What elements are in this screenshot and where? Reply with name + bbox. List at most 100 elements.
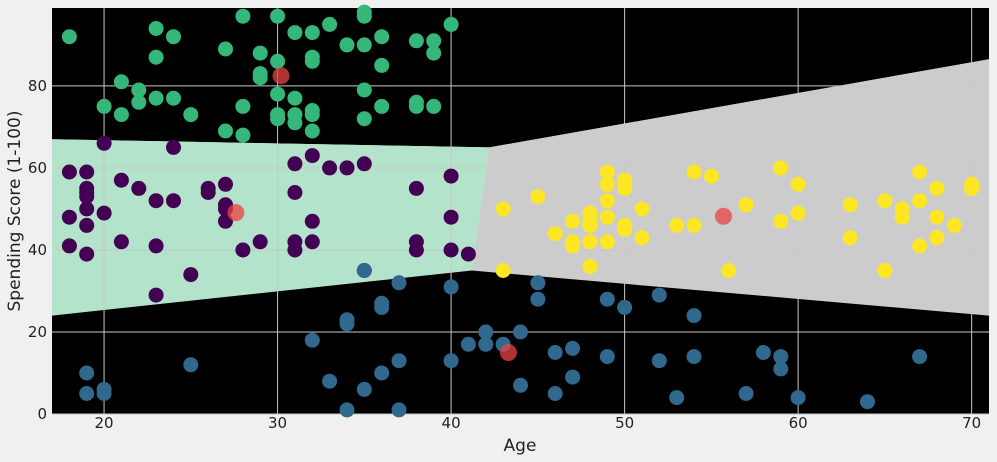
- point-older-mid: [582, 234, 598, 250]
- centroid-marker: [499, 344, 517, 361]
- point-low: [96, 386, 112, 401]
- point-older-mid: [582, 217, 598, 233]
- point-high: [322, 16, 338, 32]
- point-young-mid: [460, 246, 476, 262]
- point-young-mid: [408, 180, 424, 196]
- point-high: [339, 37, 355, 53]
- region-low: [52, 270, 989, 414]
- point-older-mid: [530, 189, 546, 205]
- point-young-mid: [79, 189, 95, 205]
- point-low: [443, 279, 459, 295]
- point-low: [339, 316, 355, 332]
- y-tick-label: 60: [28, 159, 47, 177]
- point-older-mid: [634, 230, 650, 246]
- point-low: [547, 386, 563, 401]
- point-high: [218, 123, 233, 139]
- point-young-mid: [235, 242, 251, 258]
- point-high: [113, 107, 129, 123]
- x-tick-label: 60: [789, 414, 808, 432]
- point-low: [460, 336, 476, 352]
- point-high: [356, 111, 372, 127]
- point-low: [183, 357, 199, 373]
- point-low: [478, 324, 494, 340]
- point-low: [513, 377, 528, 393]
- point-high: [270, 53, 286, 69]
- x-tick-label: 70: [962, 414, 981, 432]
- point-older-mid: [565, 213, 581, 229]
- point-low: [686, 349, 702, 365]
- point-older-mid: [773, 213, 789, 229]
- point-high: [304, 53, 320, 69]
- point-low: [599, 349, 615, 365]
- point-low: [860, 394, 875, 410]
- point-low: [443, 353, 459, 369]
- region-high: [52, 8, 989, 148]
- point-high: [426, 33, 442, 49]
- region-young-mid: [52, 139, 490, 316]
- point-older-mid: [877, 263, 893, 278]
- point-high: [426, 98, 442, 114]
- point-high: [270, 8, 286, 24]
- point-young-mid: [304, 213, 320, 229]
- point-young-mid: [61, 164, 77, 180]
- centroid-marker: [715, 207, 732, 225]
- point-older-mid: [617, 222, 633, 237]
- point-high: [235, 127, 251, 143]
- point-older-mid: [547, 226, 563, 242]
- data-points: [61, 4, 980, 418]
- point-high: [304, 123, 320, 139]
- point-low: [565, 340, 581, 356]
- point-older-mid: [495, 201, 511, 217]
- x-tick-label: 50: [615, 414, 634, 432]
- point-older-mid: [738, 197, 754, 213]
- point-older-mid: [582, 258, 598, 274]
- point-older-mid: [686, 164, 702, 180]
- point-young-mid: [79, 201, 95, 217]
- point-high: [96, 98, 112, 114]
- point-young-mid: [408, 242, 424, 258]
- point-low: [773, 361, 789, 377]
- y-tick-labels: 0 20 40 60 80: [28, 77, 47, 423]
- point-young-mid: [61, 209, 77, 225]
- point-high: [131, 94, 147, 110]
- point-young-mid: [356, 156, 372, 172]
- point-high: [374, 98, 390, 114]
- x-tick-label: 40: [442, 414, 461, 432]
- point-young-mid: [79, 246, 95, 262]
- point-young-mid: [113, 172, 129, 188]
- point-low: [322, 373, 338, 389]
- point-older-mid: [599, 234, 615, 250]
- point-high: [218, 41, 233, 57]
- point-low: [79, 386, 95, 401]
- point-young-mid: [148, 238, 164, 254]
- point-high: [304, 107, 320, 123]
- point-low: [374, 365, 390, 381]
- x-tick-label: 20: [95, 414, 114, 432]
- cluster-centroids: [227, 67, 732, 361]
- point-older-mid: [877, 193, 893, 209]
- point-older-mid: [912, 193, 928, 209]
- point-older-mid: [842, 230, 858, 246]
- point-young-mid: [322, 160, 338, 176]
- point-young-mid: [79, 164, 95, 180]
- point-young-mid: [200, 185, 216, 200]
- point-young-mid: [252, 234, 268, 250]
- point-young-mid: [218, 176, 233, 192]
- point-low: [356, 381, 372, 397]
- point-older-mid: [599, 193, 615, 209]
- point-high: [443, 16, 459, 32]
- point-older-mid: [495, 263, 511, 278]
- x-axis-label: Age: [504, 436, 537, 456]
- point-high: [131, 82, 147, 98]
- point-older-mid: [599, 176, 615, 192]
- point-low: [339, 402, 355, 418]
- point-young-mid: [113, 234, 129, 250]
- point-low: [391, 353, 407, 369]
- point-high: [235, 8, 251, 24]
- point-high: [304, 25, 320, 41]
- point-low: [304, 332, 320, 348]
- point-low: [912, 349, 928, 365]
- point-low: [547, 345, 563, 360]
- point-high: [148, 90, 164, 106]
- point-young-mid: [443, 168, 459, 184]
